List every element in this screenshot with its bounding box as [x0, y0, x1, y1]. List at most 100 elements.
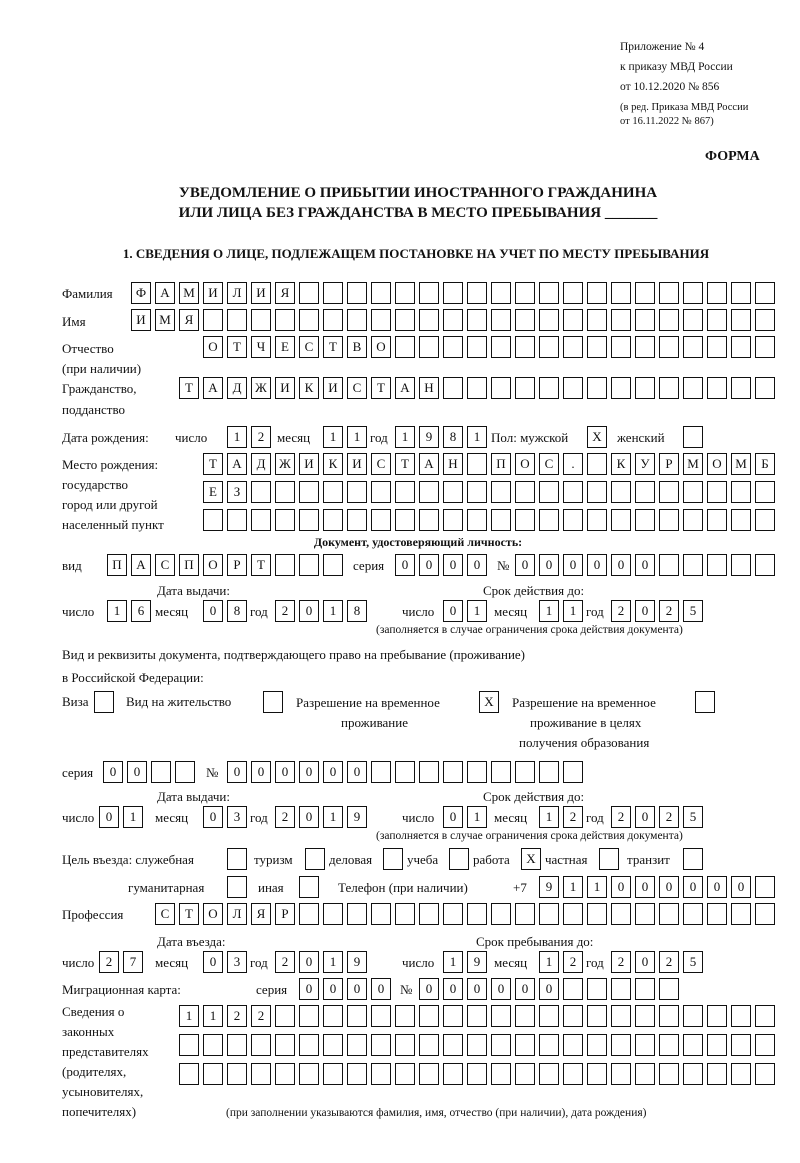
cell[interactable]	[755, 1005, 775, 1027]
cell[interactable]: А	[203, 377, 223, 399]
cell[interactable]: Т	[179, 903, 199, 925]
purpose-work-checkbox[interactable]: X	[521, 848, 541, 870]
cell[interactable]	[539, 481, 559, 503]
cell[interactable]	[175, 761, 195, 783]
cell[interactable]	[443, 377, 463, 399]
cell[interactable]	[491, 1034, 511, 1056]
cell[interactable]	[347, 1063, 367, 1085]
cell[interactable]	[683, 336, 703, 358]
cell[interactable]	[395, 1005, 415, 1027]
cell[interactable]	[599, 848, 619, 870]
cell[interactable]	[395, 1063, 415, 1085]
cell[interactable]: О	[707, 453, 727, 475]
cell[interactable]: Р	[659, 453, 679, 475]
cell[interactable]	[491, 1063, 511, 1085]
cell[interactable]	[395, 309, 415, 331]
female-checkbox[interactable]	[683, 426, 703, 448]
cell[interactable]: И	[131, 309, 151, 331]
cell[interactable]	[515, 309, 535, 331]
cell[interactable]	[683, 309, 703, 331]
cell[interactable]	[755, 554, 775, 576]
cell[interactable]	[275, 1063, 295, 1085]
cell[interactable]	[707, 554, 727, 576]
cell[interactable]: 0	[635, 554, 655, 576]
cell[interactable]: И	[275, 377, 295, 399]
cell[interactable]	[587, 1034, 607, 1056]
cell[interactable]	[227, 1034, 247, 1056]
cell[interactable]: Д	[251, 453, 271, 475]
cell[interactable]	[443, 336, 463, 358]
cell[interactable]	[563, 1034, 583, 1056]
cell[interactable]	[467, 1034, 487, 1056]
cell[interactable]	[251, 481, 271, 503]
cell[interactable]	[755, 377, 775, 399]
cell[interactable]	[635, 481, 655, 503]
temp-permit-edu-checkbox[interactable]	[695, 691, 715, 713]
cell[interactable]	[587, 978, 607, 1000]
cell[interactable]	[443, 481, 463, 503]
cell[interactable]: 2	[275, 951, 295, 973]
cell[interactable]: 1	[563, 876, 583, 898]
cell[interactable]	[94, 691, 114, 713]
cell[interactable]: О	[203, 336, 223, 358]
cell[interactable]: 0	[127, 761, 147, 783]
cell[interactable]: 0	[539, 554, 559, 576]
cell[interactable]: 1	[539, 951, 559, 973]
cell[interactable]	[275, 1034, 295, 1056]
cell[interactable]	[371, 282, 391, 304]
cell[interactable]: 2	[251, 426, 271, 448]
cell[interactable]: 0	[491, 978, 511, 1000]
cell[interactable]	[683, 377, 703, 399]
cell[interactable]	[467, 282, 487, 304]
cell[interactable]	[755, 903, 775, 925]
cell[interactable]	[731, 509, 751, 531]
cell[interactable]	[467, 336, 487, 358]
cell[interactable]	[731, 903, 751, 925]
cell[interactable]	[587, 1063, 607, 1085]
cell[interactable]	[263, 691, 283, 713]
cell[interactable]	[491, 336, 511, 358]
cell[interactable]	[635, 377, 655, 399]
cell[interactable]: Л	[227, 282, 247, 304]
cell[interactable]: Д	[227, 377, 247, 399]
cell[interactable]	[731, 1005, 751, 1027]
cell[interactable]	[299, 903, 319, 925]
cell[interactable]: А	[419, 453, 439, 475]
cell[interactable]	[203, 1034, 223, 1056]
cell[interactable]	[563, 903, 583, 925]
cell[interactable]	[707, 481, 727, 503]
cell[interactable]	[419, 761, 439, 783]
cell[interactable]	[611, 481, 631, 503]
cell[interactable]: 1	[203, 1005, 223, 1027]
cell[interactable]: 3	[227, 951, 247, 973]
cell[interactable]: 5	[683, 600, 703, 622]
cell[interactable]	[395, 282, 415, 304]
cell[interactable]: 0	[659, 876, 679, 898]
cell[interactable]	[443, 282, 463, 304]
cell[interactable]	[299, 1005, 319, 1027]
cell[interactable]: 1	[227, 426, 247, 448]
cell[interactable]: 0	[467, 978, 487, 1000]
cell[interactable]: 8	[227, 600, 247, 622]
cell[interactable]	[443, 1063, 463, 1085]
cell[interactable]	[275, 1005, 295, 1027]
cell[interactable]	[299, 554, 319, 576]
cell[interactable]: 2	[99, 951, 119, 973]
cell[interactable]: 1	[107, 600, 127, 622]
cell[interactable]: 0	[611, 876, 631, 898]
cell[interactable]	[515, 481, 535, 503]
cell[interactable]	[467, 481, 487, 503]
cell[interactable]: Т	[203, 453, 223, 475]
cell[interactable]: 0	[515, 978, 535, 1000]
cell[interactable]	[179, 1063, 199, 1085]
cell[interactable]	[707, 282, 727, 304]
cell[interactable]	[467, 903, 487, 925]
cell[interactable]: И	[347, 453, 367, 475]
cell[interactable]	[299, 309, 319, 331]
cell[interactable]: 2	[659, 600, 679, 622]
cell[interactable]	[467, 761, 487, 783]
